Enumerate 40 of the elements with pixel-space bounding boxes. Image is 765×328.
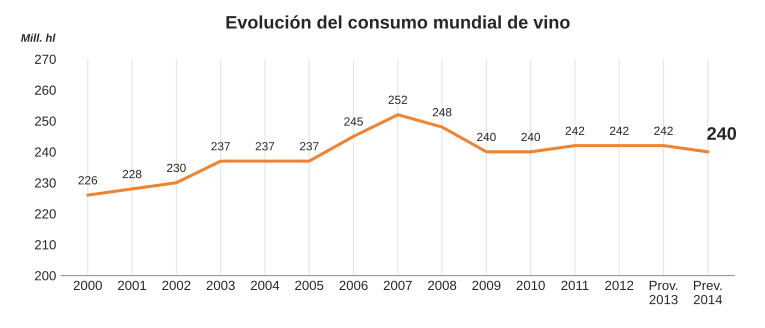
data-label: 252 <box>388 96 408 104</box>
x-tick-label: 2012 <box>605 280 634 290</box>
data-label: 242 <box>610 126 629 135</box>
x-tick-label: 2007 <box>384 280 412 290</box>
x-tick-label: 2000 <box>74 280 102 290</box>
x-tick-label: 2003 <box>206 280 235 290</box>
data-label: 237 <box>256 142 274 150</box>
x-tick-label: 2002 <box>162 280 190 290</box>
x-tick-label: 2010 <box>516 280 545 290</box>
y-tick-label: 270 <box>34 54 56 64</box>
x-tick-label: 2004 <box>250 280 280 290</box>
y-tick-label: 230 <box>34 178 56 188</box>
data-label: 228 <box>122 170 142 178</box>
data-label: 230 <box>167 164 186 172</box>
data-label: 226 <box>78 176 98 184</box>
x-tick-label: 2006 <box>340 280 368 290</box>
x-tick-label: 2009 <box>472 280 500 290</box>
data-label: 240 <box>477 132 496 142</box>
y-tick-label: 260 <box>34 86 56 95</box>
y-tick-label: 220 <box>34 209 56 219</box>
data-label: 240 <box>707 127 736 140</box>
y-axis-title: Mill. hl <box>21 34 56 42</box>
y-tick-label: 200 <box>34 271 56 280</box>
data-label: 240 <box>521 132 540 142</box>
x-tick-label: 2008 <box>428 280 456 290</box>
y-tick-label: 250 <box>34 116 56 126</box>
x-tick-label: Prev. 2014 <box>694 280 722 304</box>
data-label: 248 <box>432 108 452 116</box>
y-tick-label: 240 <box>34 147 56 157</box>
x-tick-label: 2005 <box>295 280 324 290</box>
y-tick-label: 210 <box>34 240 56 250</box>
data-label: 237 <box>211 142 230 150</box>
x-tick-label: Prov. 2013 <box>650 280 678 304</box>
x-tick-label: 2011 <box>561 280 589 290</box>
data-label: 245 <box>344 117 363 126</box>
x-tick-label: 2001 <box>118 280 146 290</box>
data-label: 242 <box>654 126 673 135</box>
data-label: 242 <box>566 126 584 135</box>
data-label: 237 <box>300 142 318 150</box>
chart-title: Evolución del consumo mundial de vino <box>226 15 570 29</box>
